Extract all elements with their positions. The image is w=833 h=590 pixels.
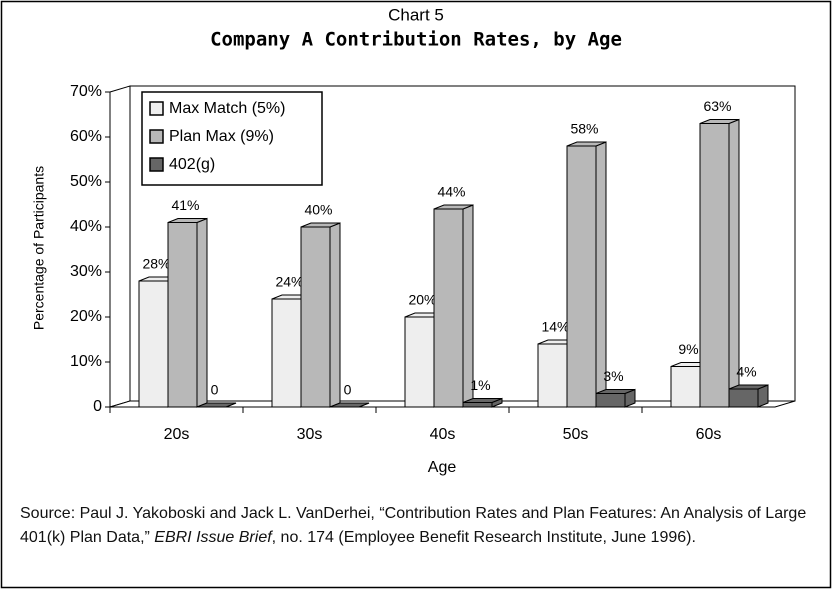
- y-tick-label: 60%: [70, 128, 102, 145]
- data-label: 0: [211, 382, 219, 398]
- y-axis-label: Percentage of Participants: [31, 166, 47, 330]
- bar-side: [329, 222, 341, 408]
- bar-side: [196, 217, 208, 408]
- bar-top: [329, 402, 370, 408]
- x-tick-label: 20s: [164, 426, 190, 443]
- y-tick-label: 20%: [70, 308, 102, 325]
- x-tick-label: 40s: [430, 426, 456, 443]
- data-label: 41%: [171, 197, 199, 213]
- legend-label: Max Match (5%): [169, 100, 285, 117]
- data-label: 40%: [304, 202, 332, 218]
- data-label: 1%: [470, 377, 490, 393]
- source-text: , no. 174 (Employee Benefit Research Ins…: [271, 529, 696, 546]
- y-tick-label: 50%: [70, 173, 102, 190]
- data-label: 58%: [570, 121, 598, 137]
- x-tick-label: 50s: [563, 426, 589, 443]
- y-tick-label: 40%: [70, 218, 102, 235]
- x-axis-label: Age: [428, 459, 457, 476]
- data-label: 0: [344, 382, 352, 398]
- data-label: 24%: [275, 274, 303, 290]
- data-label: 63%: [703, 98, 731, 114]
- chart-subtitle: Company A Contribution Rates, by Age: [210, 29, 622, 51]
- bar: [404, 316, 435, 408]
- x-tick-label: 60s: [696, 426, 722, 443]
- y-tick-label: 10%: [70, 353, 102, 370]
- side-wall: [109, 85, 131, 408]
- y-tick-label: 70%: [70, 83, 102, 100]
- legend-swatch: [149, 129, 164, 144]
- source-note: Source: Paul J. Yakoboski and Jack L. Va…: [20, 502, 820, 550]
- bar: [566, 145, 597, 408]
- data-label: 14%: [541, 319, 569, 335]
- y-tick-label: 30%: [70, 263, 102, 280]
- bar: [433, 208, 464, 408]
- data-label: 4%: [736, 364, 756, 380]
- bar: [728, 388, 759, 408]
- bar: [138, 280, 169, 408]
- bar: [699, 123, 730, 408]
- data-label: 9%: [678, 341, 698, 357]
- x-tick-label: 30s: [297, 426, 323, 443]
- bar: [595, 393, 626, 408]
- source-italic: EBRI Issue Brief: [154, 529, 272, 546]
- legend-label: Plan Max (9%): [169, 128, 274, 145]
- bar-top: [196, 402, 237, 408]
- bar: [300, 226, 331, 408]
- data-label: 3%: [603, 368, 623, 384]
- legend-swatch: [149, 157, 164, 172]
- bar: [670, 366, 701, 408]
- bar: [537, 343, 568, 408]
- legend-swatch: [149, 101, 164, 116]
- source-text: Source: Paul J. Yakoboski and Jack L. Va…: [20, 505, 807, 546]
- chart-title: Chart 5: [388, 5, 444, 24]
- data-label: 28%: [142, 256, 170, 272]
- bar: [462, 402, 493, 408]
- data-label: 20%: [408, 292, 436, 308]
- y-tick-label: 0: [93, 398, 102, 415]
- data-label: 44%: [437, 184, 465, 200]
- legend-label: 402(g): [169, 156, 215, 173]
- bar: [167, 222, 198, 408]
- legend-box: [141, 91, 323, 186]
- bar: [271, 298, 302, 408]
